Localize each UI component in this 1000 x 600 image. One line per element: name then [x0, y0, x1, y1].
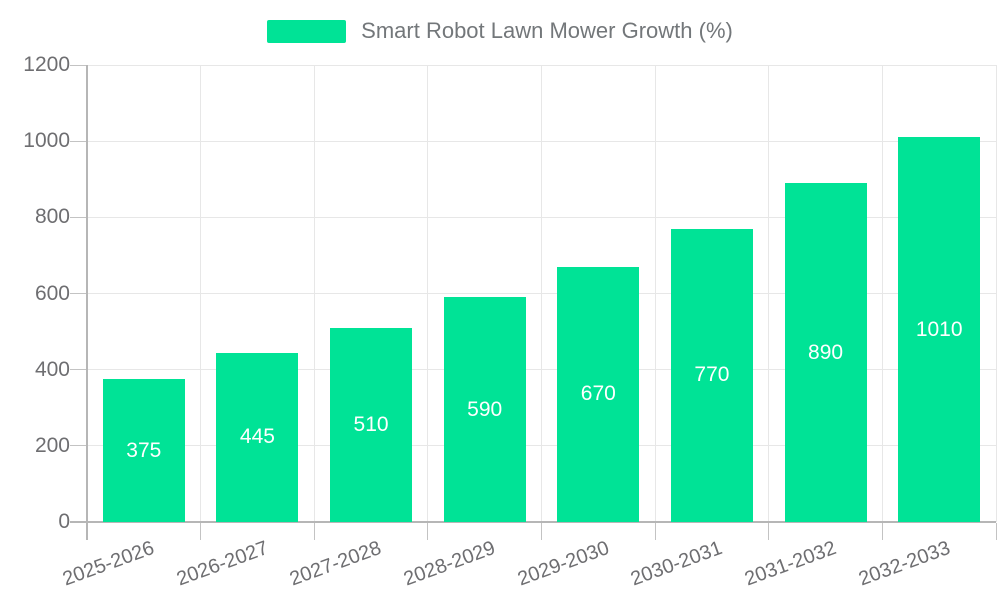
gridline-vertical [768, 65, 770, 522]
x-axis-tick [881, 523, 883, 540]
bar: 510 [330, 327, 413, 522]
y-tick-label: 200 [34, 433, 70, 457]
y-tick-label: 400 [34, 357, 70, 381]
y-axis-tick [70, 64, 87, 66]
x-axis-tick [995, 523, 997, 540]
x-tick-label: 2029-2030 [514, 537, 612, 591]
bar: 670 [557, 266, 640, 522]
bar-value-label: 590 [467, 397, 503, 421]
x-tick-label: 2025-2026 [59, 537, 158, 591]
bar: 590 [443, 297, 526, 522]
legend-series-label: Smart Robot Lawn Mower Growth (%) [361, 18, 733, 43]
x-axis-tick [427, 523, 429, 540]
x-axis-tick [654, 523, 656, 540]
y-axis-tick [70, 216, 87, 218]
bar-value-label: 445 [239, 425, 275, 449]
y-axis-tick [70, 293, 87, 294]
bar: 375 [102, 379, 185, 522]
gridline-vertical [427, 65, 429, 522]
x-axis-tick [541, 523, 542, 540]
bar-value-label: 670 [580, 382, 616, 406]
bar: 770 [670, 228, 753, 522]
bar: 890 [784, 183, 867, 522]
x-axis-line [70, 521, 996, 523]
y-axis-line [86, 65, 88, 540]
x-tick-label: 2027-2028 [287, 537, 385, 591]
legend[interactable]: Smart Robot Lawn Mower Growth (%) [0, 18, 1000, 44]
gridline-vertical [654, 65, 656, 522]
y-tick-label: 1200 [23, 53, 70, 76]
y-tick-label: 800 [34, 205, 70, 229]
bar: 1010 [898, 137, 981, 522]
bar-value-label: 890 [808, 340, 844, 364]
gridline-vertical [200, 65, 202, 522]
gridline-vertical [313, 65, 315, 522]
x-tick-label: 2030-2031 [628, 537, 726, 591]
y-tick-label: 0 [58, 510, 70, 533]
y-axis-tick [70, 445, 87, 447]
x-tick-label: 2028-2029 [400, 537, 499, 591]
y-axis-tick [70, 140, 87, 142]
bar-value-label: 375 [126, 438, 162, 462]
y-tick-label: 600 [34, 281, 70, 305]
x-axis-tick [768, 523, 770, 540]
x-tick-label: 2032-2033 [855, 537, 953, 591]
y-axis-tick [70, 369, 87, 371]
bar: 445 [216, 352, 299, 522]
gridline-vertical [881, 65, 883, 522]
x-axis-tick [200, 523, 202, 540]
y-tick-label: 1000 [23, 129, 70, 153]
bar-value-label: 770 [694, 363, 730, 387]
bar-value-label: 1010 [915, 317, 963, 341]
x-axis-tick [313, 523, 315, 540]
gridline-vertical [541, 65, 542, 522]
x-tick-label: 2031-2032 [741, 537, 840, 591]
bar-value-label: 510 [353, 412, 389, 436]
gridline-vertical [995, 65, 997, 522]
x-tick-label: 2026-2027 [173, 537, 271, 591]
legend-swatch-icon [267, 19, 347, 43]
